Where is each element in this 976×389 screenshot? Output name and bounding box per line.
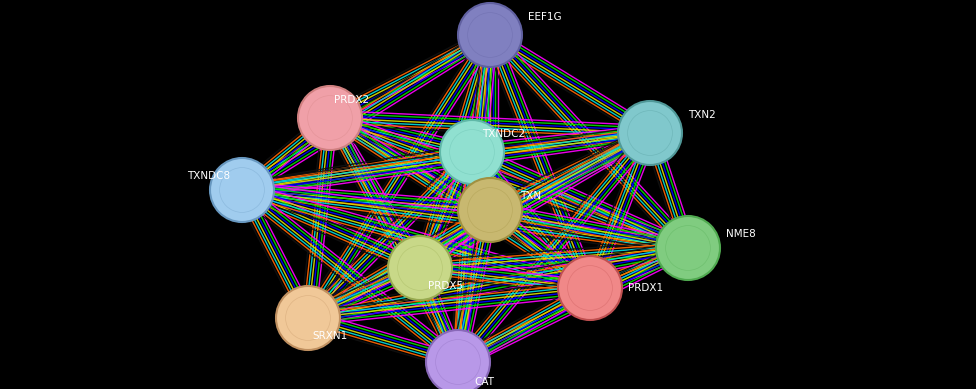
Text: NME8: NME8 — [726, 229, 755, 239]
Circle shape — [210, 158, 274, 222]
Circle shape — [426, 330, 490, 389]
Circle shape — [618, 101, 682, 165]
Text: TXN: TXN — [520, 191, 541, 201]
Circle shape — [458, 3, 522, 67]
Circle shape — [656, 216, 720, 280]
Text: SRXN1: SRXN1 — [312, 331, 347, 341]
Text: PRDX5: PRDX5 — [428, 281, 464, 291]
Text: PRDX2: PRDX2 — [334, 95, 369, 105]
Circle shape — [558, 256, 622, 320]
Text: TXN2: TXN2 — [688, 110, 715, 120]
Circle shape — [458, 178, 522, 242]
Circle shape — [440, 120, 504, 184]
Circle shape — [388, 236, 452, 300]
Text: TXNDC8: TXNDC8 — [187, 171, 230, 181]
Circle shape — [276, 286, 340, 350]
Text: TXNDC2: TXNDC2 — [482, 129, 525, 139]
Text: PRDX1: PRDX1 — [628, 283, 663, 293]
Circle shape — [298, 86, 362, 150]
Text: EEF1G: EEF1G — [528, 12, 561, 22]
Text: CAT: CAT — [474, 377, 494, 387]
